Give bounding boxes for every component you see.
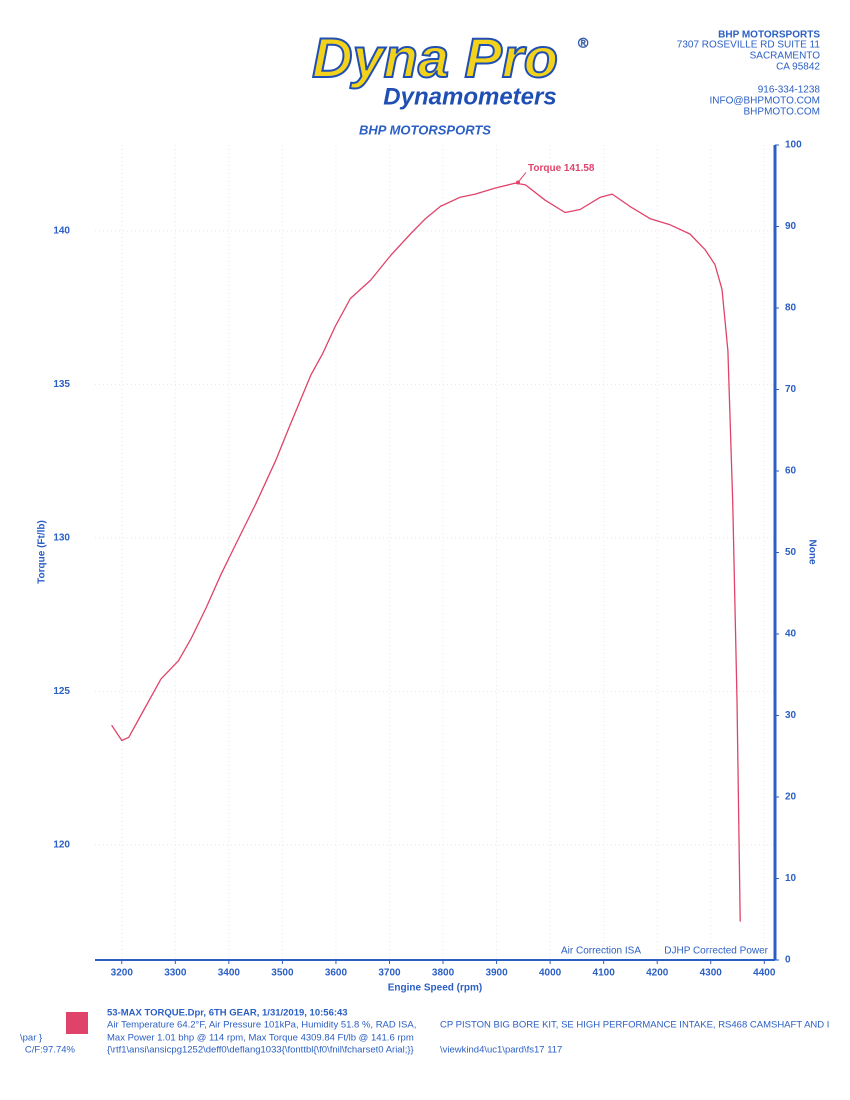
footer-line: {\rtf1\ansi\ansicpg1252\deff0\deflang103…	[107, 1045, 414, 1056]
x-tick-label: 3400	[218, 968, 241, 979]
footer-left: \par }	[20, 1033, 42, 1044]
y2-axis-label: None	[806, 540, 817, 565]
address: SACRAMENTO	[750, 51, 821, 62]
contact: 916-334-1238	[758, 85, 821, 96]
footer-left: C/F:97.74%	[25, 1045, 76, 1056]
y2-tick-label: 60	[785, 466, 797, 477]
y2-tick-label: 20	[785, 792, 797, 803]
contact: BHPMOTO.COM	[744, 107, 820, 118]
x-tick-label: 3200	[111, 968, 134, 979]
chart-title: BHP MOTORSPORTS	[359, 122, 491, 137]
x-tick-label: 3700	[378, 968, 401, 979]
y2-tick-label: 0	[785, 955, 791, 966]
y2-tick-label: 90	[785, 221, 797, 232]
address: 7307 ROSEVILLE RD SUITE 11	[677, 40, 821, 51]
logo-sub: Dynamometers	[383, 83, 556, 110]
y-tick-label: 125	[53, 686, 70, 697]
y-tick-label: 140	[53, 226, 70, 237]
footer-line: Max Power 1.01 bhp @ 114 rpm, Max Torque…	[107, 1033, 414, 1044]
note: DJHP Corrected Power	[664, 946, 768, 957]
x-tick-label: 3300	[164, 968, 187, 979]
address: CA 95842	[776, 62, 820, 73]
y2-tick-label: 80	[785, 303, 797, 314]
x-tick-label: 3800	[432, 968, 455, 979]
address: BHP MOTORSPORTS	[718, 30, 820, 41]
y2-tick-label: 50	[785, 547, 797, 558]
y-tick-label: 130	[53, 533, 70, 544]
x-tick-label: 4400	[753, 968, 776, 979]
y-axis-label: Torque (Ft/lb)	[37, 520, 48, 584]
contact: INFO@BHPMOTO.COM	[709, 96, 820, 107]
x-tick-label: 4300	[700, 968, 723, 979]
x-axis-label: Engine Speed (rpm)	[388, 983, 482, 994]
y2-tick-label: 70	[785, 384, 797, 395]
logo-mark: ®	[578, 35, 589, 51]
y2-tick-label: 100	[785, 140, 802, 151]
x-tick-label: 3900	[485, 968, 508, 979]
logo: Dyna Pro	[312, 26, 558, 89]
x-tick-label: 4000	[539, 968, 562, 979]
x-tick-label: 3500	[271, 968, 294, 979]
torque-line	[111, 182, 741, 922]
footer-line: Air Temperature 64.2°F, Air Pressure 101…	[107, 1020, 416, 1031]
x-tick-label: 4100	[593, 968, 616, 979]
footer-line: 53-MAX TORQUE.Dpr, 6TH GEAR, 1/31/2019, …	[107, 1008, 348, 1019]
annotation: Torque 141.58	[528, 163, 595, 174]
y-tick-label: 120	[53, 840, 70, 851]
y2-tick-label: 30	[785, 710, 797, 721]
legend-swatch	[66, 1012, 88, 1034]
y-tick-label: 135	[53, 379, 70, 390]
footer-right: \viewkind4\uc1\pard\fs17 117	[440, 1045, 562, 1056]
x-tick-label: 4200	[646, 968, 669, 979]
y2-tick-label: 10	[785, 873, 797, 884]
note: Air Correction ISA	[561, 946, 641, 957]
y2-tick-label: 40	[785, 629, 797, 640]
annotation-leader	[517, 172, 527, 183]
footer-right: CP PISTON BIG BORE KIT, SE HIGH PERFORMA…	[440, 1020, 829, 1031]
x-tick-label: 3600	[325, 968, 348, 979]
